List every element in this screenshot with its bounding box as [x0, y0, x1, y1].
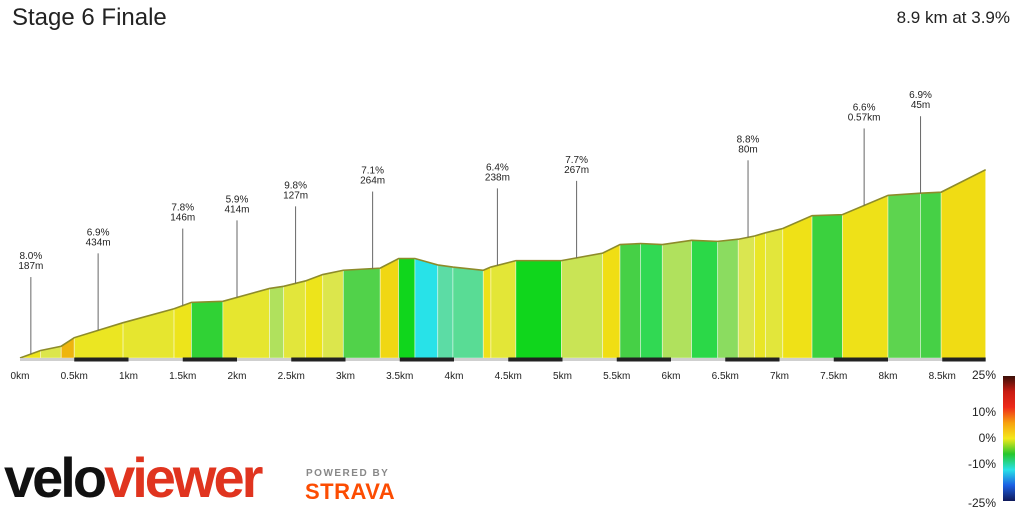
profile-segment [940, 169, 987, 359]
x-tick-label: 5km [553, 371, 572, 382]
profile-segment [661, 239, 693, 359]
annotation-length: 0.57km [848, 112, 881, 123]
annotation-length: 264m [360, 176, 385, 187]
gradient-scale-label: 25% [972, 368, 996, 382]
x-tick-label: 4.5km [495, 371, 522, 382]
gradient-scale-label: 0% [979, 431, 997, 445]
profile-segment [887, 192, 921, 359]
profile-segment [754, 232, 766, 359]
logo-viewer: viewer [104, 446, 263, 509]
profile-segment [691, 239, 719, 359]
annotation-length: 127m [283, 190, 308, 201]
profile-segment [191, 300, 224, 359]
x-tick-label: 1km [119, 371, 138, 382]
profile-segment [342, 267, 381, 359]
annotation-length: 146m [170, 213, 195, 224]
annotation-length: 414m [224, 204, 249, 215]
logo-velo: velo [4, 446, 107, 509]
x-tick-label: 8.5km [929, 371, 956, 382]
annotation-gradient: 6.9% [87, 227, 110, 238]
page-title: Stage 6 Finale [12, 4, 167, 31]
annotation-length: 45m [911, 100, 930, 111]
profile-line [19, 168, 987, 359]
profile-segment [764, 228, 784, 359]
profile-segment [490, 260, 517, 359]
x-tick-label: 4km [445, 371, 464, 382]
gradient-scale-label: -10% [968, 457, 996, 471]
x-tick-label: 3.5km [386, 371, 413, 382]
profile-segments [19, 169, 987, 359]
x-tick-label: 3km [336, 371, 355, 382]
profile-segment [304, 273, 324, 359]
profile-segment [60, 336, 75, 359]
profile-segment [737, 235, 755, 359]
profile-segment [414, 257, 439, 359]
gradient-scale-bar [1003, 376, 1015, 501]
x-tick-label: 7.5km [820, 371, 847, 382]
annotation-gradient: 7.8% [171, 203, 194, 214]
profile-segment [842, 194, 889, 359]
annotation-gradient: 7.7% [565, 155, 588, 166]
veloviewer-logo: veloviewer POWERED BY STRAVA [4, 448, 424, 508]
climb-summary: 8.9 km at 3.9% [896, 8, 1010, 27]
logo-wordmark: veloviewer [4, 446, 263, 509]
powered-by-label: POWERED BY [306, 468, 390, 479]
annotation-length: 187m [18, 261, 43, 272]
annotation-length: 267m [564, 165, 589, 176]
profile-outline [19, 168, 987, 359]
profile-segment [73, 322, 124, 359]
profile-segment [283, 280, 306, 359]
annotation-length: 238m [485, 172, 510, 183]
profile-segment [811, 214, 843, 359]
x-tick-label: 7km [770, 371, 789, 382]
profile-segment [602, 243, 621, 359]
x-tick-label: 2.5km [278, 371, 305, 382]
profile-segment [173, 301, 192, 359]
annotation-length: 434m [86, 237, 111, 248]
gradient-scale-label: 10% [972, 405, 996, 419]
x-tick-label: 6km [662, 371, 681, 382]
annotation-gradient: 8.0% [19, 251, 42, 262]
x-tick-label: 2km [228, 371, 247, 382]
x-tick-label: 1.5km [169, 371, 196, 382]
profile-segment [782, 215, 813, 359]
x-tick-label: 8km [879, 371, 898, 382]
profile-segment [437, 264, 454, 359]
profile-segment [619, 243, 642, 359]
profile-segment [379, 257, 400, 359]
x-tick-label: 5.5km [603, 371, 630, 382]
profile-segment [398, 258, 416, 359]
strava-logo: STRAVA [305, 479, 396, 504]
annotation-length: 80m [738, 144, 757, 155]
profile-segment [515, 260, 562, 359]
annotation-gradient: 5.9% [226, 194, 249, 205]
x-tick-label: 0.5km [61, 371, 88, 382]
annotation-gradient: 6.6% [853, 102, 876, 113]
annotation-gradient: 9.8% [284, 180, 307, 191]
x-axis: 0km 0.5km 1km 1.5km 2km 2.5km 3km 3.5km 4km 4.5km… [11, 357, 986, 382]
x-tick-label: 0km [11, 371, 30, 382]
profile-segment [482, 266, 492, 359]
profile-segment [269, 285, 285, 359]
annotation-gradient: 6.4% [486, 162, 509, 173]
profile-segment [322, 269, 344, 359]
x-tick-label: 6.5km [712, 371, 739, 382]
climb-annotations: 8.0%187m6.9%434m7.8%146m5.9%414m9.8%127m… [18, 90, 932, 355]
annotation-gradient: 6.9% [909, 90, 932, 101]
gradient-scale-label: -25% [968, 496, 996, 510]
profile-segment [561, 252, 604, 359]
profile-segment [920, 191, 942, 359]
annotation-gradient: 7.1% [361, 166, 384, 177]
annotation-gradient: 8.8% [737, 134, 760, 145]
profile-segment [640, 243, 663, 359]
gradient-scale: 25% 10% 0% -10% -25% [968, 368, 1015, 510]
profile-segment [717, 238, 739, 359]
profile-segment [452, 266, 484, 359]
